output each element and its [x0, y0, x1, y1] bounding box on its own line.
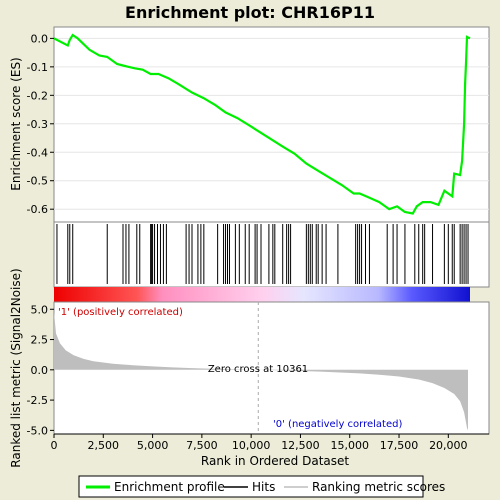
es-y-tick-label: -0.4 [27, 146, 48, 159]
es-y-tick-label: -0.2 [27, 89, 48, 102]
metric-y-tick-label: 5.0 [31, 303, 49, 316]
rank-color-bar [54, 287, 470, 302]
es-y-label: Enrichment score (ES) [9, 57, 23, 190]
legend: Enrichment profile Hits Ranking metric s… [78, 475, 445, 498]
x-tick-label: 7,500 [186, 439, 218, 452]
es-y-axis: 0.0 -0.1 -0.2 -0.3 -0.4 -0.5 -0.6 [27, 32, 54, 216]
es-y-tick-label: -0.6 [27, 203, 48, 216]
legend-label-hits: Hits [252, 480, 275, 494]
x-tick-label: 17,500 [380, 439, 419, 452]
es-y-tick-label: -0.1 [27, 61, 48, 74]
metric-y-tick-label: 2.5 [31, 334, 49, 347]
x-axis: 0 2,500 5,000 7,500 10,000 12,500 15,000 17,500… [51, 433, 489, 452]
legend-label-metric: Ranking metric scores [312, 480, 445, 494]
metric-y-tick-label: -2.5 [27, 394, 48, 407]
x-tick-label: 20,000 [429, 439, 468, 452]
metric-y-tick-label: -5.0 [27, 424, 48, 437]
chart-title: Enrichment plot: CHR16P11 [125, 3, 375, 22]
x-tick-label: 0 [51, 439, 58, 452]
es-series [53, 33, 471, 215]
metric-series [54, 311, 468, 431]
es-panel [53, 26, 490, 223]
hits-panel [53, 221, 490, 288]
metric-y-axis: 5.0 2.5 0.0 -2.5 -5.0 [27, 303, 54, 437]
x-axis-label: Rank in Ordered Dataset [201, 454, 349, 468]
x-tick-label: 10,000 [232, 439, 271, 452]
metric-y-label: Ranked list metric (Signal2Noise) [9, 268, 23, 467]
negative-label: '0' (negatively correlated) [273, 419, 402, 430]
x-tick-label: 15,000 [330, 439, 369, 452]
legend-box [78, 475, 424, 498]
ranking-metric-area [54, 311, 468, 431]
es-y-tick-label: -0.3 [27, 118, 48, 131]
x-tick-label: 2,500 [88, 439, 120, 452]
positive-label: '1' (positively correlated) [58, 307, 183, 318]
metric-y-tick-label: 0.0 [31, 364, 49, 377]
x-tick-label: 5,000 [137, 439, 169, 452]
es-y-tick-label: 0.0 [31, 32, 49, 45]
hits-series [56, 224, 469, 284]
es-y-tick-label: -0.5 [27, 175, 48, 188]
enrichment-profile-line [53, 33, 471, 215]
x-tick-label: 12,500 [281, 439, 320, 452]
zero-cross-label: Zero cross at 10361 [208, 364, 308, 375]
legend-label-enrichment: Enrichment profile [114, 480, 225, 494]
